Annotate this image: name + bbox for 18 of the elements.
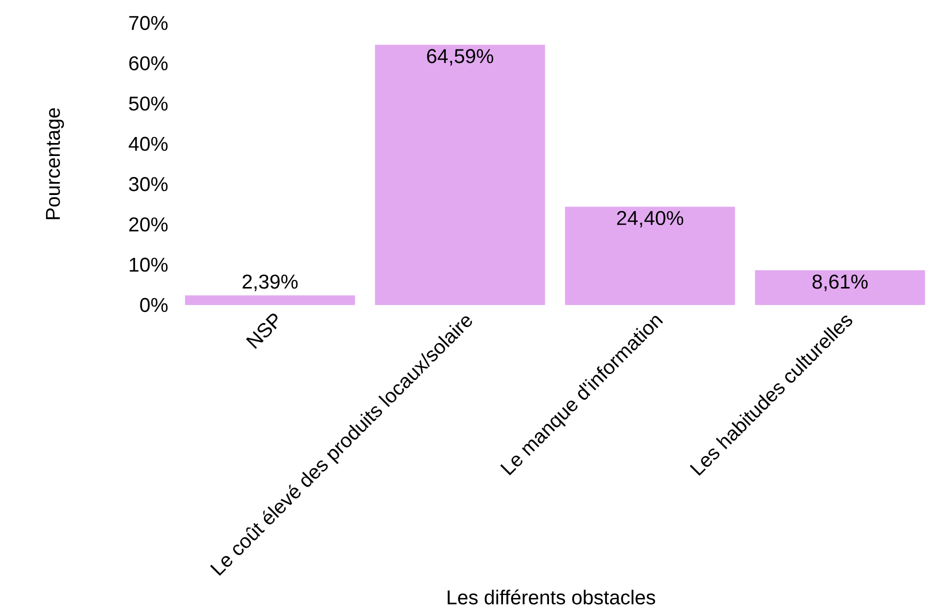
y-tick-label: 50% [129,96,168,111]
y-tick-label: 40% [128,136,168,151]
bar [565,206,736,305]
y-tick-label: 70% [129,16,168,30]
data-label: 8,61% [812,274,868,292]
y-tick-label: 0% [140,298,168,312]
y-axis-title: Pourcentage [46,108,64,220]
y-tick-label: 20% [129,217,168,232]
data-label: 24,40% [617,210,684,228]
y-tick-label: 10% [130,258,168,272]
bar [755,270,926,305]
data-label: 2,39% [242,274,298,292]
bar [375,44,546,305]
x-axis-title: Les différents obstacles [448,590,656,604]
bar [185,295,356,305]
y-tick-label: 30% [129,177,168,192]
data-label: 64,59% [427,49,494,66]
y-tick-label: 60% [129,56,168,70]
